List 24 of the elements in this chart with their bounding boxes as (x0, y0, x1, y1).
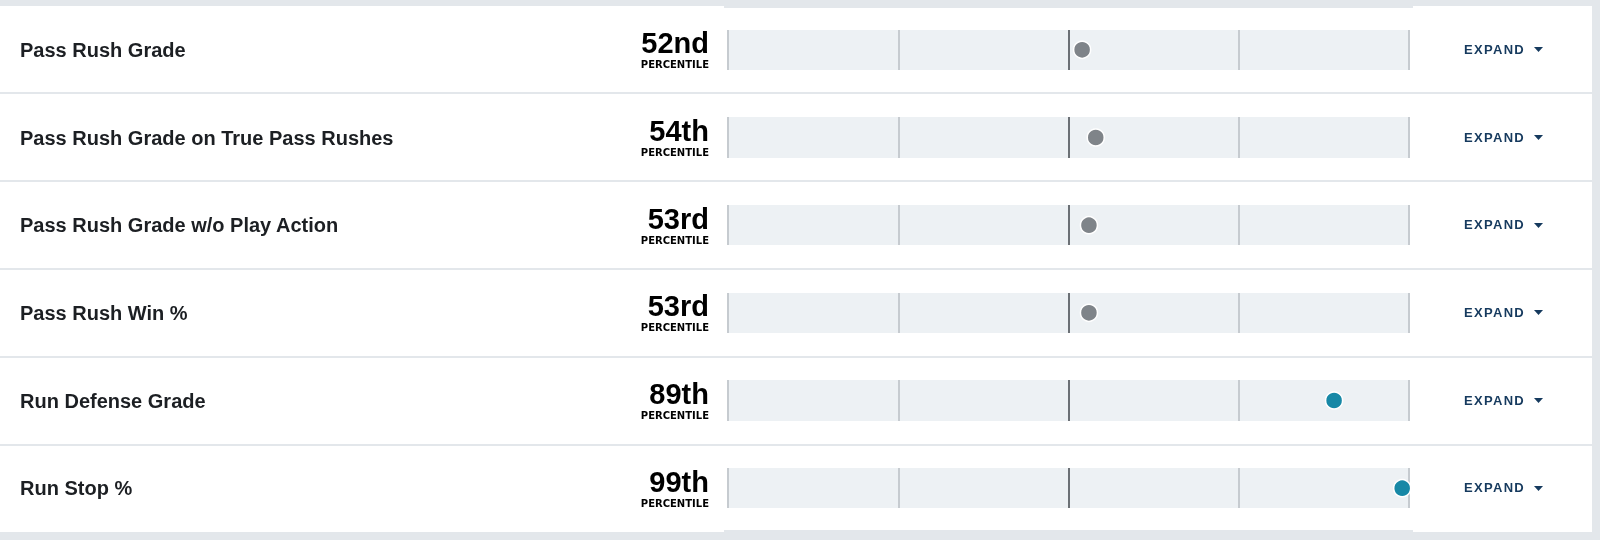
point (1392, 478, 1412, 498)
data-label: 52nd PERCENTILE (640, 27, 710, 71)
y-tick-label: Run Defense Grade (20, 389, 206, 412)
text: EXPAND (1464, 128, 1526, 147)
y-tick-label: Pass Rush Grade w/o Play Action (20, 214, 339, 237)
point (1079, 215, 1099, 235)
text: EXPAND (1464, 216, 1526, 235)
data-label: 54th PERCENTILE (640, 115, 710, 158)
y-tick-label: Run Stop % (20, 477, 133, 500)
text: EXPAND (1464, 391, 1526, 410)
text: EXPAND (1464, 479, 1526, 498)
y-tick-label: Pass Rush Win % (20, 301, 188, 324)
y-tick-label: Pass Rush Grade (20, 38, 186, 61)
point (1079, 303, 1099, 323)
data-label: 53rd PERCENTILE (640, 290, 710, 334)
y-tick-label: Pass Rush Grade on True Pass Rushes (20, 126, 394, 149)
data-label: 53rd PERCENTILE (640, 202, 710, 246)
point (1086, 128, 1105, 147)
data-label: 99th PERCENTILE (640, 465, 710, 509)
point (1072, 40, 1092, 60)
text: EXPAND (1464, 303, 1526, 322)
data-label: 89th PERCENTILE (640, 378, 710, 421)
text: EXPAND (1464, 40, 1526, 59)
point (1324, 391, 1344, 410)
